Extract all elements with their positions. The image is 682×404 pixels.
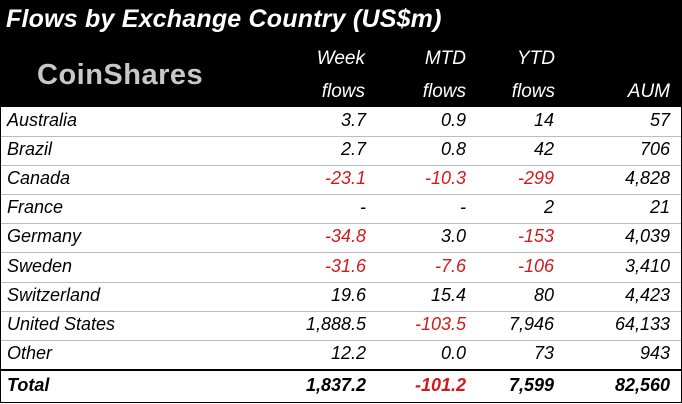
table-row: United States 1,888.5 -103.5 7,946 64,133 xyxy=(1,311,681,341)
table-header: Flows by Exchange Country (US$m) CoinSha… xyxy=(1,1,681,107)
cell-aum: 4,828 xyxy=(624,168,670,189)
cell-ytd: -106 xyxy=(517,255,554,276)
coinshares-logo: CoinShares xyxy=(37,59,204,91)
cell-ytd: 80 xyxy=(533,284,554,305)
col-week-header-top: Week xyxy=(316,48,365,69)
country-name: Australia xyxy=(7,110,78,130)
cell-ytd: 14 xyxy=(533,110,554,130)
cell-aum: 943 xyxy=(639,342,670,363)
total-ytd: 7,599 xyxy=(508,375,554,395)
cell-week: 2.7 xyxy=(340,139,366,160)
cell-aum: 4,423 xyxy=(624,284,670,305)
country-name: Other xyxy=(7,342,53,363)
cell-ytd: 2 xyxy=(543,197,554,218)
col-week-header-bottom: flows xyxy=(321,81,365,102)
country-name: United States xyxy=(7,313,116,334)
cell-mtd: 0.9 xyxy=(440,110,466,130)
country-name: Sweden xyxy=(7,255,73,276)
cell-ytd: 7,946 xyxy=(508,313,554,334)
cell-mtd: 0.8 xyxy=(440,139,466,160)
total-mtd: -101.2 xyxy=(414,375,466,395)
country-name: Canada xyxy=(7,168,71,189)
cell-aum: 21 xyxy=(649,197,670,218)
cell-mtd: -10.3 xyxy=(424,168,466,189)
country-name: France xyxy=(7,197,64,218)
table-row: France - - 2 21 xyxy=(1,194,681,225)
table-row: Australia 3.7 0.9 14 57 xyxy=(1,107,681,137)
cell-ytd: -153 xyxy=(517,226,554,247)
cell-week: 12.2 xyxy=(330,342,366,363)
col-ytd-header-top: YTD xyxy=(517,48,555,69)
cell-mtd: 3.0 xyxy=(440,226,466,247)
cell-aum: 64,133 xyxy=(614,313,670,334)
cell-week: -23.1 xyxy=(324,168,366,189)
cell-aum: 57 xyxy=(649,110,670,130)
table-row: Switzerland 19.6 15.4 80 4,423 xyxy=(1,282,681,312)
cell-aum: 3,410 xyxy=(624,255,670,276)
total-row: Total 1,837.2 -101.2 7,599 82,560 xyxy=(1,369,681,404)
country-name: Brazil xyxy=(7,139,53,160)
cell-week: -31.6 xyxy=(324,255,366,276)
cell-week: 1,888.5 xyxy=(305,313,366,334)
country-name: Germany xyxy=(7,226,82,247)
table-row: Germany -34.8 3.0 -153 4,039 xyxy=(1,223,681,254)
cell-aum: 706 xyxy=(639,139,670,160)
cell-mtd: 0.0 xyxy=(440,342,466,363)
cell-mtd: - xyxy=(460,197,466,218)
table-row: Brazil 2.7 0.8 42 706 xyxy=(1,136,681,167)
total-week: 1,837.2 xyxy=(305,375,366,395)
cell-ytd: 42 xyxy=(533,139,554,160)
table-row: Sweden -31.6 -7.6 -106 3,410 xyxy=(1,253,681,283)
cell-ytd: 73 xyxy=(533,342,554,363)
cell-mtd: -103.5 xyxy=(414,313,466,334)
col-mtd-header-top: MTD xyxy=(424,48,466,69)
total-label: Total xyxy=(7,375,50,395)
col-aum-header: AUM xyxy=(627,81,670,102)
country-name: Switzerland xyxy=(7,284,101,305)
cell-mtd: 15.4 xyxy=(430,284,466,305)
table-row: Canada -23.1 -10.3 -299 4,828 xyxy=(1,165,681,196)
cell-week: - xyxy=(360,197,366,218)
cell-week: 19.6 xyxy=(330,284,366,305)
col-ytd-header-bottom: flows xyxy=(511,81,555,102)
cell-ytd: -299 xyxy=(517,168,554,189)
cell-mtd: -7.6 xyxy=(434,255,466,276)
table-row: Other 12.2 0.0 73 943 xyxy=(1,340,681,369)
total-aum: 82,560 xyxy=(614,375,670,395)
cell-week: -34.8 xyxy=(324,226,366,247)
cell-week: 3.7 xyxy=(340,110,366,130)
cell-aum: 4,039 xyxy=(624,226,670,247)
col-mtd-header-bottom: flows xyxy=(422,81,466,102)
table-title: Flows by Exchange Country (US$m) xyxy=(6,5,442,33)
